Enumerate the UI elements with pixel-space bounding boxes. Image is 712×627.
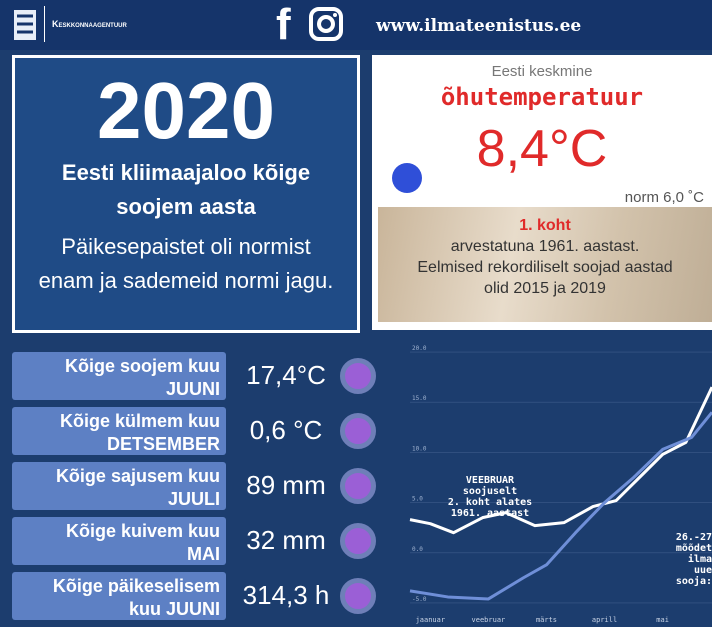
stat-month: JUULI bbox=[167, 489, 220, 509]
year-panel: 2020 Eesti kliimaajaloo kõige soojem aas… bbox=[12, 55, 360, 333]
y-tick-label: 10.0 bbox=[412, 445, 427, 452]
stat-button[interactable] bbox=[340, 358, 376, 394]
annotation: 2. koht alates bbox=[448, 497, 532, 508]
stat-label-box: Kõige külmem kuu DETSEMBER bbox=[12, 407, 226, 455]
y-tick-label: 0.0 bbox=[412, 546, 423, 553]
rank-text: Eelmised rekordiliselt soojad aastad bbox=[417, 259, 673, 276]
stat-value: 314,3 h bbox=[242, 580, 330, 610]
agency: Keskkonnaagentuur bbox=[52, 19, 127, 29]
temperature-panel: Eesti keskmine õhutemperatuur 8,4°C norm… bbox=[372, 55, 712, 330]
stat-value: 89 mm bbox=[246, 470, 326, 500]
stat-month: kuu JUUNI bbox=[128, 599, 220, 619]
y-tick-label: -5.0 bbox=[412, 596, 427, 603]
text: Päikesepaistet oli normist bbox=[61, 234, 311, 259]
annotation: mõõdet bbox=[676, 543, 712, 554]
stat-label: Kõige päikeselisem bbox=[52, 576, 220, 596]
button[interactable] bbox=[392, 163, 422, 193]
annotation: 26.-27 bbox=[676, 532, 712, 543]
website[interactable]: www.ilmateenistus.ee bbox=[376, 16, 582, 36]
instagram-icon[interactable] bbox=[308, 6, 344, 42]
rank-text: arvestatuna 1961. aastast. bbox=[450, 238, 640, 255]
annotation: 1961. aastast bbox=[451, 508, 529, 519]
line bbox=[409, 386, 712, 535]
rank: 1. koht bbox=[519, 217, 571, 234]
stat-month: DETSEMBER bbox=[106, 434, 220, 454]
x-tick-label: mai bbox=[656, 616, 669, 624]
stat-label-box: Kõige päikeselisem kuu JUUNI bbox=[12, 572, 226, 620]
stat-value: 0,6 °C bbox=[249, 415, 323, 445]
stat-month: MAI bbox=[187, 544, 220, 564]
stat-value: 17,4°C bbox=[246, 360, 326, 390]
x-tick-label: märts bbox=[536, 616, 557, 624]
top-bar: Keskkonnaagentuur f www.ilmateenistus.ee bbox=[0, 0, 712, 50]
stat-label-box: Kõige soojem kuu JUUNI bbox=[12, 352, 226, 400]
stat-button[interactable] bbox=[340, 523, 376, 559]
logo bbox=[14, 10, 36, 40]
annotation: uue bbox=[694, 565, 712, 576]
norm: norm 6,0 ˚C bbox=[624, 189, 704, 206]
annotation: ilma bbox=[688, 553, 712, 565]
y-tick-label: 15.0 bbox=[412, 395, 427, 402]
annotation: VEEBRUAR bbox=[466, 475, 515, 486]
annotation: sooja: bbox=[676, 575, 712, 587]
facebook-icon[interactable]: f bbox=[276, 0, 291, 49]
stat-label: Kõige külmem kuu bbox=[59, 411, 220, 431]
divider bbox=[44, 6, 45, 42]
stat-button[interactable] bbox=[340, 578, 376, 614]
thermometer-image: 1. koht arvestatuna 1961. aastast. Eelmi… bbox=[378, 207, 712, 322]
rank-text: olid 2015 ja 2019 bbox=[484, 280, 606, 297]
x-tick-label: veebruar bbox=[472, 616, 506, 624]
x-tick-label: aprill bbox=[592, 616, 617, 624]
x-tick-label: jaanuar bbox=[416, 616, 446, 624]
stat-button[interactable] bbox=[340, 468, 376, 504]
stat-value: 32 mm bbox=[246, 525, 326, 555]
stat-label: Kõige soojem kuu bbox=[64, 356, 220, 376]
y-tick-label: 5.0 bbox=[412, 496, 423, 503]
stat-month: JUUNI bbox=[165, 379, 220, 399]
caption: Eesti keskmine bbox=[491, 63, 593, 80]
stat-label: Kõige sajusem kuu bbox=[55, 466, 220, 486]
headline: soojem aasta bbox=[116, 194, 256, 219]
y-tick-label: 20.0 bbox=[412, 345, 427, 352]
stat-label: Kõige kuivem kuu bbox=[65, 521, 220, 541]
line bbox=[409, 411, 712, 601]
temperature-value: 8,4°C bbox=[476, 120, 608, 178]
stat-button[interactable] bbox=[340, 413, 376, 449]
annotation: soojuselt bbox=[463, 485, 517, 497]
headline: Eesti kliimaajaloo kõige bbox=[61, 160, 311, 185]
title: õhutemperatuur bbox=[440, 83, 644, 111]
text: enam ja sademeid normi jagu. bbox=[38, 268, 334, 293]
stat-label-box: Kõige kuivem kuu MAI bbox=[12, 517, 226, 565]
year: 2020 bbox=[97, 66, 275, 155]
stat-label-box: Kõige sajusem kuu JUULI bbox=[12, 462, 226, 510]
